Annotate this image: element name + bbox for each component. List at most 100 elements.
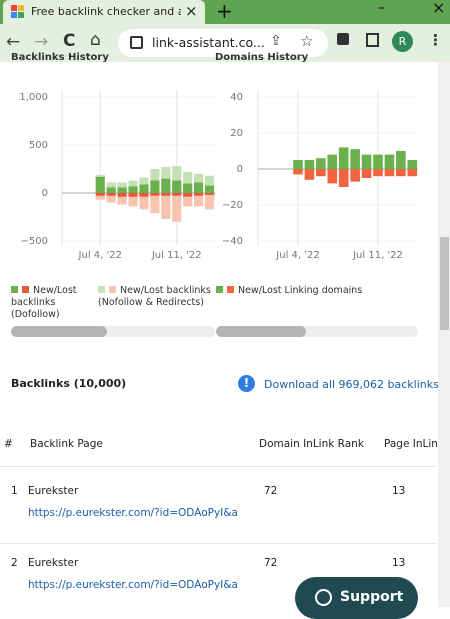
chat-icon	[315, 589, 332, 606]
bar	[128, 193, 138, 197]
x-tick-label: Jul 4, '22	[275, 250, 319, 261]
minimize[interactable]: –	[378, 0, 385, 16]
column-header: Page InLin	[384, 438, 438, 450]
bar	[106, 182, 116, 188]
bar	[204, 193, 215, 195]
bar	[194, 173, 204, 183]
column-header: Backlink Page	[30, 438, 103, 450]
domain-rank: 72	[264, 557, 278, 569]
bar	[117, 196, 127, 205]
bar	[139, 177, 149, 185]
bar	[304, 169, 315, 180]
bar	[194, 182, 204, 193]
active-tab[interactable]: Free backlink checker and ana ×	[3, 0, 205, 24]
chart-scroll-thumb[interactable]	[11, 326, 107, 337]
bar	[106, 187, 116, 193]
y-tick-label: −40	[222, 236, 243, 247]
bar	[183, 171, 193, 184]
row-divider	[0, 543, 437, 544]
bar	[361, 154, 372, 169]
row-name: Eurekster	[28, 557, 79, 569]
bar	[373, 169, 383, 177]
info-icon: !	[238, 375, 255, 392]
bar	[204, 194, 215, 210]
bar	[172, 180, 182, 193]
bar	[172, 193, 182, 196]
x-tick-label: Jul 4, '22	[78, 250, 122, 261]
bar	[117, 182, 127, 188]
download-link[interactable]: Download all 969,062 backlinks	[264, 378, 439, 391]
row-url: https://p.eurekster.com/?id=ODAoPyI&a...	[28, 579, 238, 591]
y-tick-label: 20	[230, 128, 243, 139]
bar	[161, 195, 171, 219]
forward[interactable]: →	[34, 32, 49, 52]
charts: Backlinks History −500 0 500 1,000 Jul 4, '22…	[11, 52, 418, 261]
side-panel[interactable]	[366, 33, 379, 47]
support-button[interactable]: Support	[295, 577, 418, 619]
reload[interactable]: C	[63, 31, 76, 51]
chart-scroll-thumb[interactable]	[216, 326, 306, 337]
legend-item: New/Lost backlinks (Dofollow)	[11, 285, 97, 321]
legend-label: New/Lost Linking domains	[238, 285, 363, 296]
bar	[350, 149, 360, 169]
bar	[172, 195, 182, 222]
x-tick-label: Jul 11, '22	[352, 250, 403, 261]
menu[interactable]: ⋮	[428, 31, 443, 49]
bar	[293, 160, 303, 169]
bar	[316, 169, 326, 177]
toolbar: ← → C ⌂ link-assistant.co... ⇪ ☆ R ⋮	[0, 24, 450, 62]
y-tick-label: 0	[237, 164, 243, 175]
bar	[384, 169, 395, 177]
tab-close[interactable]: ×	[185, 2, 198, 20]
share[interactable]: ⇪	[270, 33, 282, 49]
legend-swatch	[227, 286, 234, 293]
row-name: Eurekster	[28, 485, 79, 497]
page-rank: 13	[392, 557, 406, 569]
bar	[106, 193, 116, 196]
bookmark[interactable]: ☆	[300, 32, 314, 50]
bar	[316, 158, 326, 169]
bar	[161, 167, 171, 179]
legend-swatch	[98, 286, 105, 293]
bar	[150, 169, 160, 181]
bar	[327, 154, 338, 169]
chart-scroll-track	[11, 326, 215, 337]
favicon	[11, 5, 25, 19]
tab-title: Free backlink checker and ana	[31, 5, 181, 18]
column-header: Domain InLink Rank	[259, 438, 364, 450]
bar	[150, 180, 160, 193]
bar	[396, 169, 406, 177]
lock-icon	[130, 36, 143, 49]
address-bar[interactable]: link-assistant.co... ⇪ ☆	[118, 29, 328, 57]
legend-swatch	[22, 286, 29, 293]
y-tick-label: −20	[222, 200, 243, 211]
row-url: https://p.eurekster.com/?id=ODAoPyI&a...	[28, 507, 238, 519]
tab-strip: Free backlink checker and ana × + – ×	[0, 0, 450, 24]
url: link-assistant.co...	[152, 35, 265, 50]
row-index: 2	[11, 557, 18, 569]
bar	[172, 166, 182, 181]
bar	[204, 175, 215, 186]
back[interactable]: ←	[6, 32, 21, 52]
bar	[396, 151, 406, 169]
support-label: Support	[340, 589, 404, 605]
legend-item: New/Lost backlinks (Nofollow & Redirects…	[98, 285, 214, 309]
home[interactable]: ⌂	[90, 30, 101, 50]
bar	[95, 176, 105, 193]
bar	[183, 183, 193, 193]
row-index: 1	[11, 485, 18, 497]
chart-title: Backlinks History	[11, 52, 109, 63]
row-divider	[0, 466, 437, 467]
bar	[128, 196, 138, 207]
profile[interactable]: R	[392, 31, 413, 52]
extensions[interactable]	[337, 33, 349, 45]
legend-swatch	[109, 286, 116, 293]
page-rank: 13	[392, 485, 406, 497]
close-window[interactable]: ×	[432, 0, 446, 17]
scroll-thumb[interactable]	[440, 237, 449, 330]
y-tick-label: −500	[21, 236, 48, 247]
bar	[139, 184, 149, 193]
new-tab[interactable]: +	[216, 0, 233, 23]
bar	[183, 193, 193, 197]
bar	[194, 193, 204, 196]
